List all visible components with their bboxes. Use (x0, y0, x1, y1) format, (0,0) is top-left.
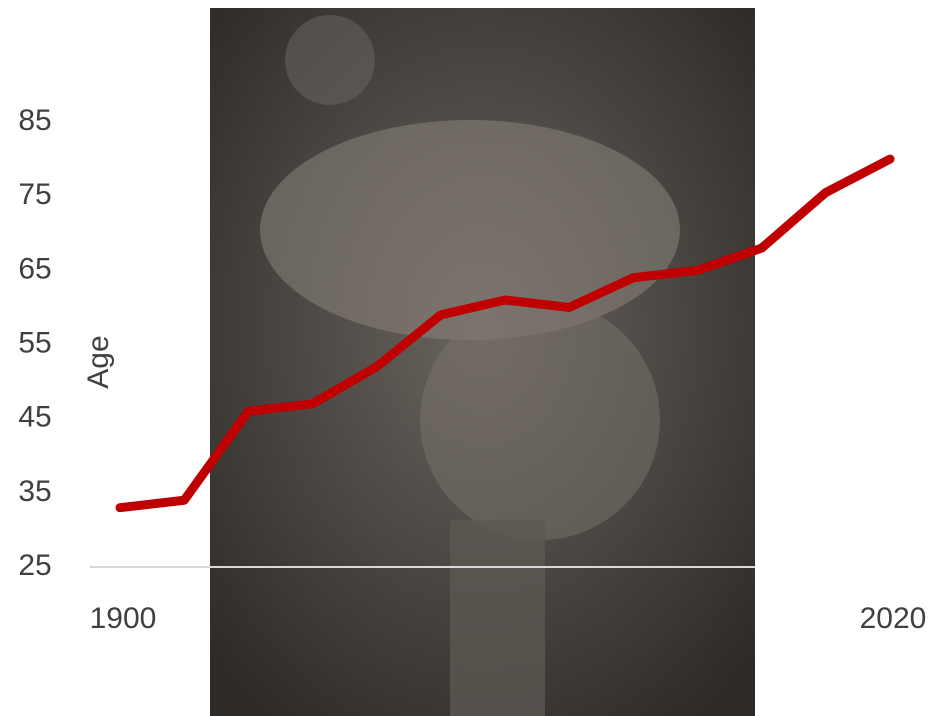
y-tick-label: 65 (18, 252, 51, 285)
y-tick-label: 35 (18, 475, 51, 508)
y-axis-label: Age (82, 335, 115, 388)
x-tick-label: 1900 (90, 602, 157, 635)
background-photo (210, 8, 755, 716)
data-line (115, 154, 895, 513)
y-tick-label: 25 (18, 549, 51, 582)
y-tick-label: 75 (18, 178, 51, 211)
y-tick-label: 55 (18, 326, 51, 359)
x-tick-label: 2020 (860, 602, 927, 635)
y-tick-label: 45 (18, 401, 51, 434)
y-tick-label: 85 (18, 104, 51, 137)
